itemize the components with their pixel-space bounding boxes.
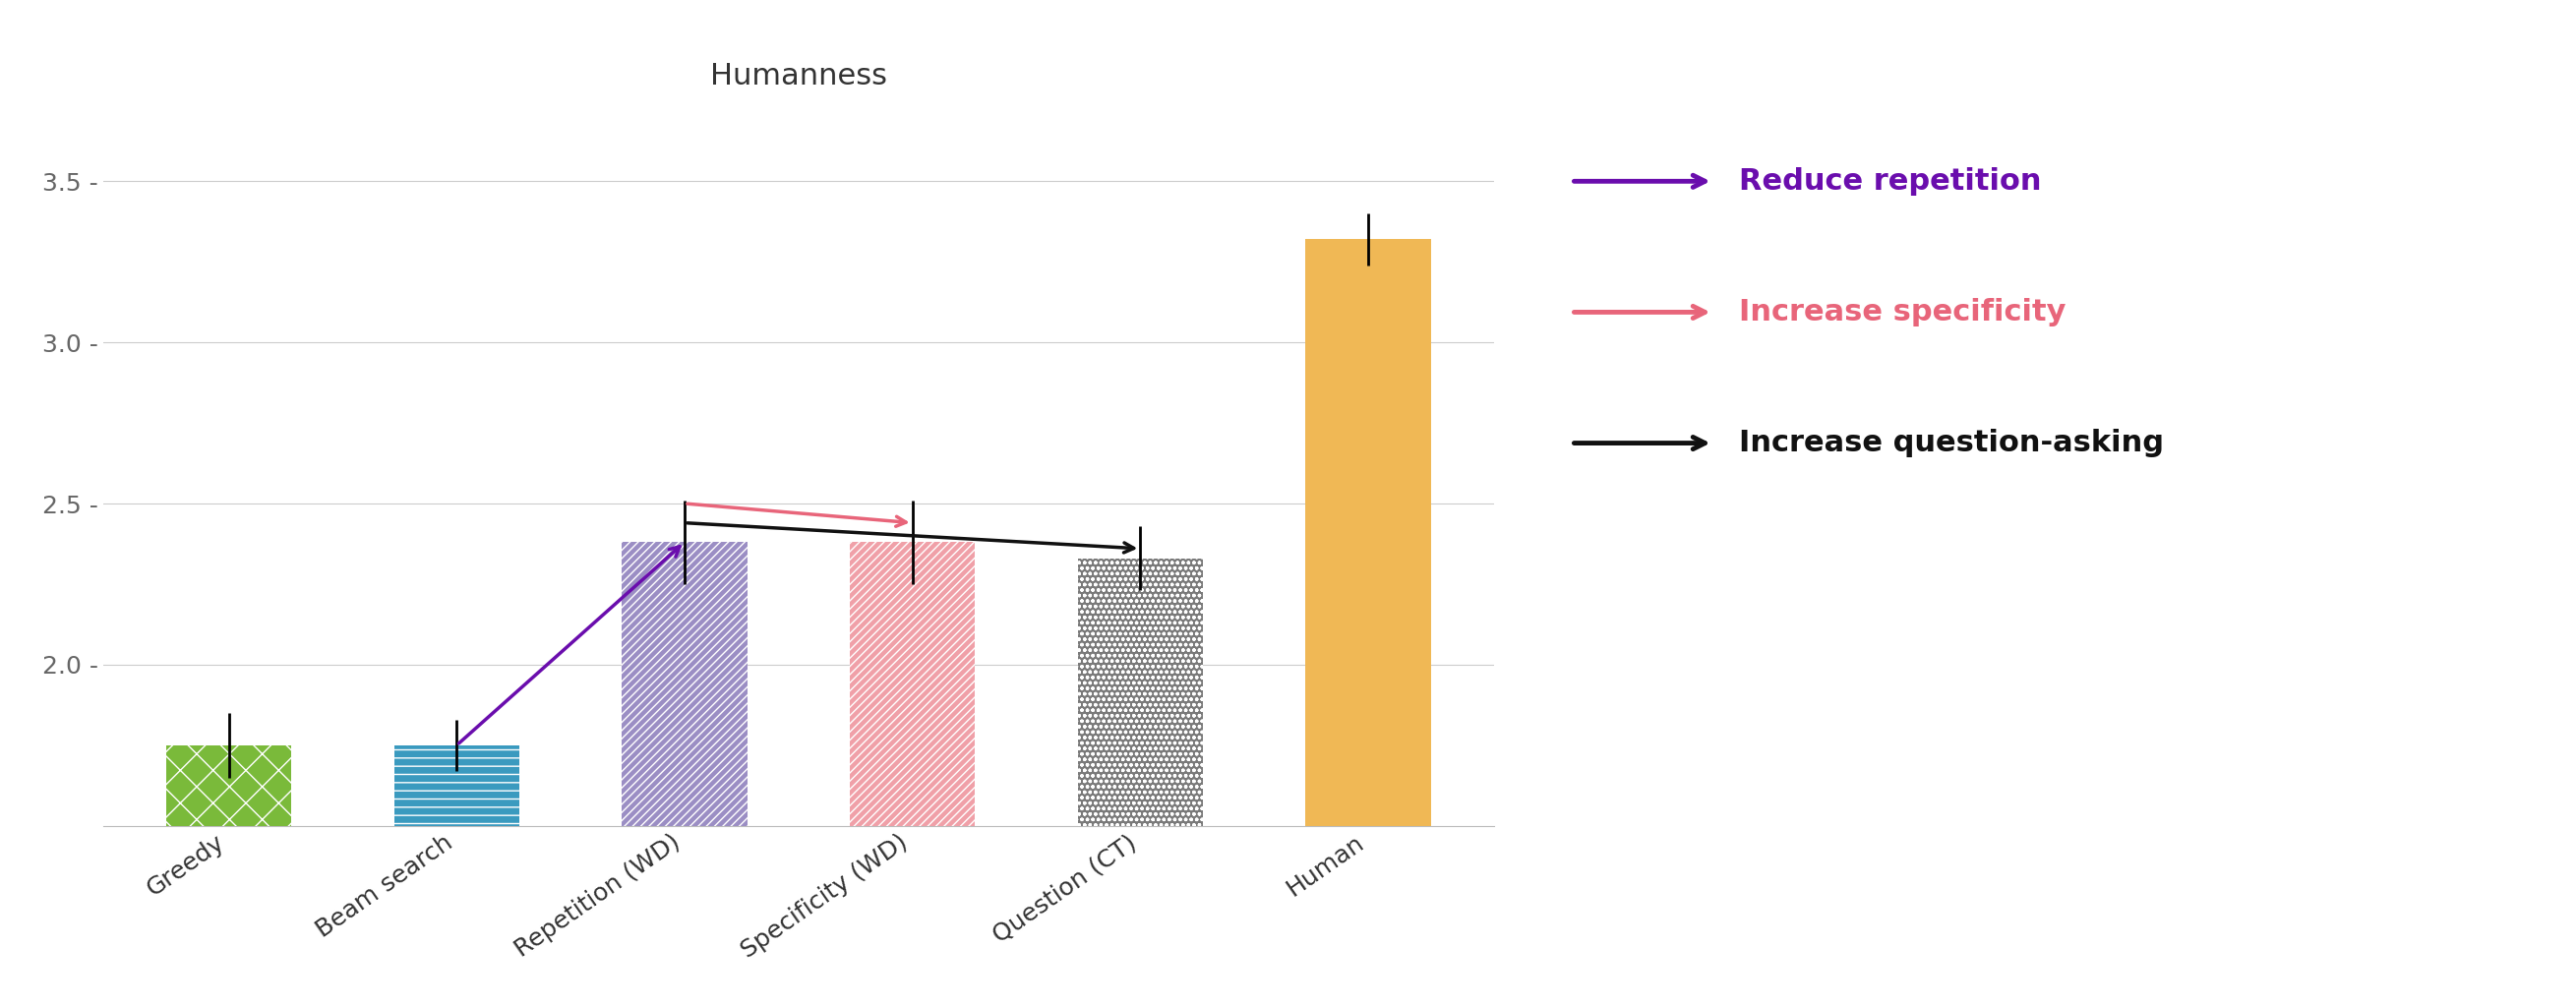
Bar bbox=[850, 542, 976, 1007]
Bar bbox=[1077, 558, 1203, 1007]
Bar bbox=[621, 542, 747, 1007]
Bar bbox=[1306, 240, 1430, 1007]
Text: Increase specificity: Increase specificity bbox=[1739, 298, 2066, 326]
Text: Increase question-asking: Increase question-asking bbox=[1739, 429, 2164, 457]
Title: Humanness: Humanness bbox=[711, 61, 886, 91]
Text: Reduce repetition: Reduce repetition bbox=[1739, 167, 2040, 195]
Bar bbox=[167, 745, 291, 1007]
Bar bbox=[394, 745, 520, 1007]
